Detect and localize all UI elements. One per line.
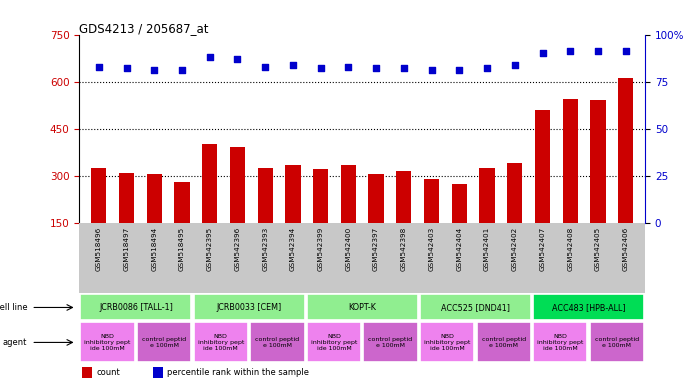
Text: JCRB0033 [CEM]: JCRB0033 [CEM]	[217, 303, 282, 312]
Point	[149, 67, 160, 73]
Text: GSM518496: GSM518496	[96, 226, 101, 271]
Bar	[313, 169, 328, 223]
Point	[426, 67, 437, 73]
Bar	[146, 174, 162, 223]
Point	[454, 67, 465, 73]
Text: GSM542399: GSM542399	[317, 226, 324, 271]
Bar	[535, 110, 550, 223]
Bar	[257, 168, 273, 223]
Text: percentile rank within the sample: percentile rank within the sample	[167, 368, 309, 377]
Text: GSM542397: GSM542397	[373, 226, 379, 271]
Text: GSM542408: GSM542408	[567, 226, 573, 271]
Bar	[507, 163, 522, 223]
Text: GSM518494: GSM518494	[151, 226, 157, 271]
Text: GSM542403: GSM542403	[428, 226, 435, 271]
Text: control peptid
e 100mM: control peptid e 100mM	[255, 337, 299, 348]
Bar	[562, 99, 578, 223]
Text: GSM542398: GSM542398	[401, 226, 407, 271]
Text: control peptid
e 100mM: control peptid e 100mM	[142, 337, 186, 348]
Bar	[81, 323, 135, 362]
Text: GSM542407: GSM542407	[540, 226, 546, 271]
Point	[232, 56, 243, 62]
Bar	[307, 295, 417, 321]
Text: ACC525 [DND41]: ACC525 [DND41]	[441, 303, 510, 312]
Bar	[364, 323, 417, 362]
Text: GSM542402: GSM542402	[512, 226, 518, 271]
Text: GSM542401: GSM542401	[484, 226, 490, 271]
Bar	[590, 323, 644, 362]
Point	[398, 65, 409, 71]
Point	[371, 65, 382, 71]
Point	[288, 61, 299, 68]
Text: GSM542395: GSM542395	[207, 226, 213, 271]
Point	[343, 63, 354, 70]
Text: GSM542405: GSM542405	[595, 226, 601, 271]
Text: control peptid
e 100mM: control peptid e 100mM	[595, 337, 639, 348]
Bar	[368, 174, 384, 223]
Bar	[396, 171, 411, 223]
Bar	[81, 295, 191, 321]
Point	[259, 63, 270, 70]
Bar	[452, 184, 467, 223]
Bar	[285, 165, 301, 223]
Text: GSM542400: GSM542400	[346, 226, 351, 271]
Point	[204, 54, 215, 60]
Bar	[618, 78, 633, 223]
Text: KOPT-K: KOPT-K	[348, 303, 376, 312]
Text: control peptid
e 100mM: control peptid e 100mM	[368, 337, 413, 348]
Text: control peptid
e 100mM: control peptid e 100mM	[482, 337, 526, 348]
Bar	[477, 323, 531, 362]
Text: agent: agent	[3, 338, 28, 347]
Text: GSM542394: GSM542394	[290, 226, 296, 271]
Text: GSM542393: GSM542393	[262, 226, 268, 271]
Bar	[82, 367, 92, 378]
Bar	[91, 168, 106, 223]
Point	[177, 67, 188, 73]
Bar	[250, 323, 304, 362]
Bar	[119, 172, 134, 223]
Bar	[591, 101, 606, 223]
Point	[482, 65, 493, 71]
Text: GDS4213 / 205687_at: GDS4213 / 205687_at	[79, 22, 209, 35]
Text: GSM542406: GSM542406	[623, 226, 629, 271]
Point	[93, 63, 104, 70]
Text: NBD
inhibitory pept
ide 100mM: NBD inhibitory pept ide 100mM	[197, 334, 244, 351]
Text: GSM542404: GSM542404	[456, 226, 462, 271]
Text: count: count	[97, 368, 120, 377]
Bar	[202, 144, 217, 223]
Bar	[533, 323, 587, 362]
Point	[564, 48, 575, 55]
Text: cell line: cell line	[0, 303, 28, 312]
Bar	[341, 165, 356, 223]
Bar	[137, 323, 191, 362]
Point	[593, 48, 604, 55]
Text: NBD
inhibitory pept
ide 100mM: NBD inhibitory pept ide 100mM	[310, 334, 357, 351]
Point	[315, 65, 326, 71]
Point	[121, 65, 132, 71]
Point	[537, 50, 548, 56]
Bar	[533, 295, 644, 321]
Bar	[194, 295, 304, 321]
Text: NBD
inhibitory pept
ide 100mM: NBD inhibitory pept ide 100mM	[537, 334, 584, 351]
Text: GSM542396: GSM542396	[235, 226, 240, 271]
Bar	[420, 295, 531, 321]
Bar	[480, 168, 495, 223]
Bar	[175, 182, 190, 223]
Bar	[307, 323, 361, 362]
Text: JCRB0086 [TALL-1]: JCRB0086 [TALL-1]	[99, 303, 173, 312]
Bar	[424, 179, 440, 223]
Text: GSM518495: GSM518495	[179, 226, 185, 271]
Text: GSM518497: GSM518497	[124, 226, 130, 271]
Bar	[420, 323, 474, 362]
Text: NBD
inhibitory pept
ide 100mM: NBD inhibitory pept ide 100mM	[84, 334, 131, 351]
Point	[620, 48, 631, 55]
Point	[509, 61, 520, 68]
Bar	[230, 147, 245, 223]
Bar	[153, 367, 163, 378]
Text: ACC483 [HPB-ALL]: ACC483 [HPB-ALL]	[552, 303, 625, 312]
Bar	[194, 323, 248, 362]
Text: NBD
inhibitory pept
ide 100mM: NBD inhibitory pept ide 100mM	[424, 334, 471, 351]
